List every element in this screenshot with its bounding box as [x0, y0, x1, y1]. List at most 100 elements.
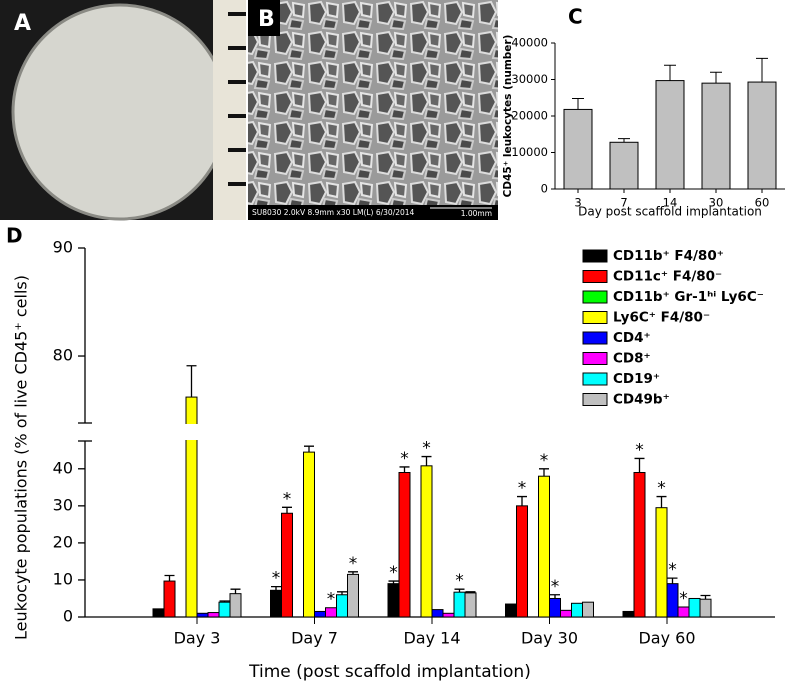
legend-label: CD4⁺	[613, 330, 651, 346]
error-bar	[399, 466, 410, 473]
significance-star: *	[422, 439, 431, 459]
bar	[303, 451, 315, 618]
bar	[538, 475, 550, 618]
bar	[420, 465, 433, 618]
x-tick-label: Day 14	[403, 629, 460, 648]
error-bar	[667, 577, 678, 584]
x-tick-label: 7	[620, 196, 627, 210]
scale-bar-label: 1.00mm	[461, 209, 492, 218]
significance-star: *	[635, 440, 644, 460]
error-bar	[517, 495, 527, 506]
y-tick-label: 20000	[511, 109, 548, 123]
significance-star: *	[389, 563, 398, 583]
panel-b: B SU8030 2.0kV 8.9mm x30 LM(L) 6/30/2014…	[248, 0, 498, 220]
y-tick-label: 30000	[511, 72, 548, 86]
significance-star: *	[679, 589, 688, 609]
y-tick-label: 10	[53, 569, 73, 588]
panel-label: D	[6, 224, 23, 248]
legend-swatch	[582, 270, 608, 283]
legend-swatch	[582, 352, 608, 365]
bar	[229, 593, 242, 618]
bar	[347, 573, 359, 618]
x-tick-label: 60	[755, 196, 770, 210]
significance-star: *	[349, 554, 358, 574]
y-tick-label: 40000	[511, 36, 548, 50]
error-bar	[572, 97, 584, 110]
legend-swatch	[582, 372, 608, 386]
error-bar	[219, 600, 230, 603]
bar	[699, 598, 712, 618]
bar	[655, 507, 668, 618]
bar	[163, 580, 176, 618]
error-bar	[454, 588, 465, 593]
error-bar	[271, 585, 281, 591]
y-tick-label: 80	[53, 346, 73, 365]
error-bar	[421, 455, 432, 466]
significance-star: *	[657, 479, 666, 499]
y-tick-label: 40	[53, 458, 73, 477]
significance-star: *	[400, 449, 409, 469]
y-tick-label: 0	[541, 182, 548, 196]
bar	[560, 609, 572, 618]
error-bar	[656, 495, 667, 508]
bar	[571, 602, 583, 618]
panel-label: A	[14, 11, 31, 36]
significance-star: *	[518, 479, 527, 499]
sem-caption: SU8030 2.0kV 8.9mm x30 LM(L) 6/30/2014	[252, 208, 415, 217]
bar	[747, 81, 777, 190]
y-tick-label: 30	[53, 495, 73, 514]
bar	[582, 601, 594, 618]
error-bar	[282, 506, 292, 514]
legend-label: CD19⁺	[613, 371, 660, 387]
bar	[655, 80, 685, 190]
bar	[563, 108, 593, 190]
bar	[270, 589, 282, 618]
error-bar	[700, 594, 711, 600]
legend-swatch	[582, 249, 608, 263]
bar	[622, 610, 635, 618]
legend-swatch	[582, 311, 608, 324]
label-box	[248, 0, 280, 36]
x-tick-label: 30	[709, 196, 724, 210]
y-axis-title: Leukocyte populations (% of live CD45⁺ c…	[12, 275, 31, 640]
legend-label: CD8⁺	[613, 351, 651, 367]
error-bar	[618, 138, 630, 143]
x-tick-label: Day 3	[174, 629, 221, 648]
legend-swatch	[582, 331, 608, 345]
legend-swatch	[582, 393, 608, 406]
caption-bar	[248, 205, 498, 220]
x-tick-label: 14	[663, 196, 678, 210]
bar	[464, 592, 477, 618]
x-tick-label: Day 30	[521, 629, 578, 648]
x-tick-label: Day 7	[291, 629, 338, 648]
sem-image	[248, 0, 498, 220]
bar	[633, 471, 646, 618]
legend-label: CD11c⁺ F4/80⁻	[613, 269, 722, 285]
bar	[688, 597, 701, 618]
legend-label: Ly6C⁺ F4/80⁻	[613, 310, 710, 326]
bar	[152, 608, 165, 618]
y-tick-label: 20	[53, 532, 73, 551]
bar	[516, 505, 528, 618]
bar	[609, 141, 639, 190]
error-bar	[465, 591, 476, 593]
bar	[666, 583, 679, 618]
error-bar	[337, 591, 347, 595]
bar	[207, 612, 220, 618]
panel-label: C	[568, 5, 583, 29]
scaffold-disc	[11, 3, 229, 221]
bar	[281, 512, 293, 618]
legend-label: CD49b⁺	[613, 392, 670, 408]
error-bar	[164, 574, 175, 582]
significance-star: *	[540, 451, 549, 471]
bar	[549, 597, 561, 618]
bar	[398, 471, 411, 618]
significance-star: *	[283, 489, 292, 509]
ruler-ticks	[228, 12, 246, 186]
x-axis-title: Time (post scaffold implantation)	[248, 662, 531, 682]
error-bar	[539, 468, 549, 477]
panel-d: D 0 10 20 30 40 80 90 Day 3 Day 7 Day 14 Day 30 Day …	[6, 224, 775, 682]
